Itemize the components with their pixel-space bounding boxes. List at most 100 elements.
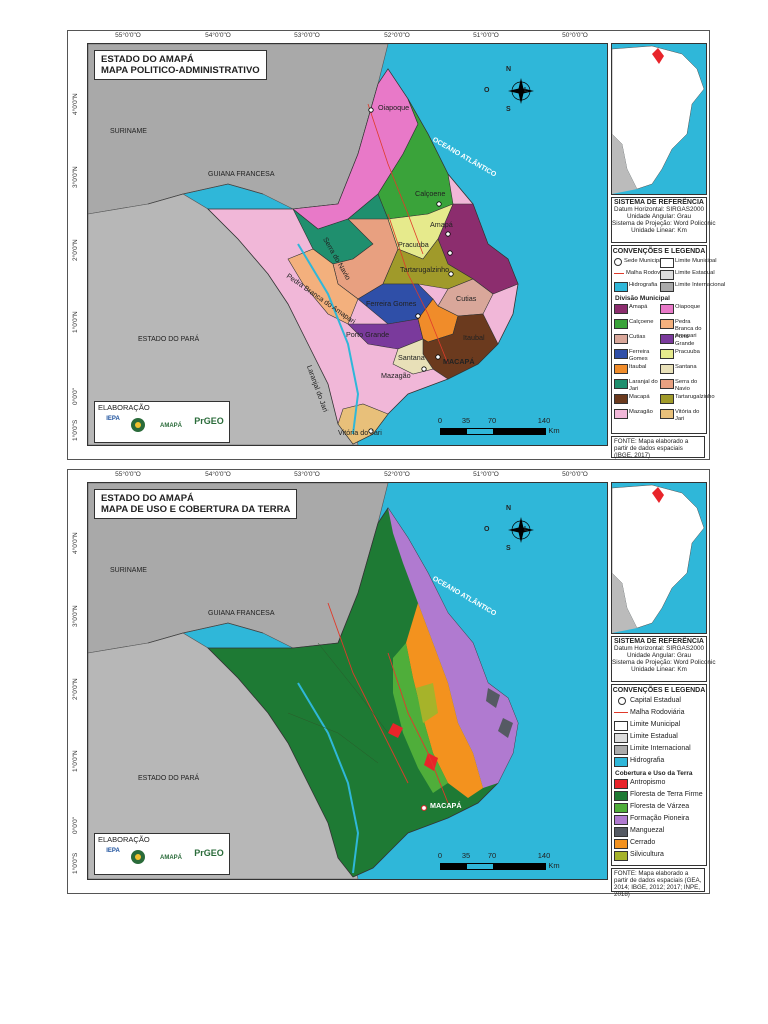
legend-swatch	[660, 364, 674, 374]
scale-graphic	[440, 863, 546, 870]
legend-item: Laranjal do Jari	[614, 378, 660, 392]
amapa-gov-logo: AMAPÁ	[160, 423, 182, 429]
legend-label: Malha Rodoviária	[630, 709, 685, 716]
legend-label: Malha Rodoviária	[626, 270, 672, 276]
legend-item: Tartarugalzinho	[660, 393, 715, 405]
compass-o: O	[484, 526, 490, 533]
label-city: Itaubal	[463, 333, 485, 342]
lat-label: 0°0'0"	[72, 817, 79, 834]
land-cover-legend: Antropismo Floresta de Terra Firme Florest…	[612, 778, 706, 862]
compass-n: N	[506, 66, 512, 73]
legend-label: Ferreira Gomes	[629, 349, 650, 362]
legend-label: Manguezal	[630, 827, 665, 834]
label-capital: MACAPÁ	[430, 801, 462, 810]
legend-title: CONVENÇÕES E LEGENDA	[612, 687, 706, 694]
label-city: Mazagão	[381, 371, 411, 380]
land-cover-map-sheet: 55°0'0"O 54°0'0"O 53°0'0"O 52°0'0"O 51°0…	[67, 469, 716, 898]
scale-label: 35	[461, 416, 471, 425]
legend-item: Floresta de Várzea	[612, 802, 706, 814]
legend-item: Malha Rodoviária	[612, 708, 706, 720]
lon-label: 50°0'0"O	[562, 32, 588, 39]
label-city: Amapá	[430, 220, 453, 229]
scale-label: 0	[437, 851, 443, 860]
elaboracao-box: ELABORAÇÃO IEPA AMAPÁ PrGEO	[94, 833, 230, 875]
scale-bar: 0 35 70 140 Km	[428, 851, 568, 873]
legend-swatch	[614, 409, 628, 419]
legend-label: Pedra Branca do Amapari	[675, 319, 702, 339]
legend-item: Ferreira Gomes	[614, 348, 660, 362]
label-city: Porto Grande	[346, 330, 390, 339]
label-suriname: SURINAME	[110, 567, 147, 574]
political-map-graphic	[88, 44, 534, 445]
legend-item: Santana	[660, 363, 706, 375]
legend-label: Limite Municipal	[630, 721, 681, 728]
locator-map[interactable]	[611, 43, 707, 195]
legend-label: Macapá	[629, 394, 650, 400]
locator-map[interactable]	[611, 482, 707, 634]
legend-label: Itaubal	[629, 364, 647, 370]
legend-label: Limite Estadual	[630, 733, 678, 740]
legend-item: Limite Internacional	[660, 281, 725, 293]
legend-title: CONVENÇÕES E LEGENDA	[612, 248, 706, 255]
longitude-labels: 55°0'0"O 54°0'0"O 53°0'0"O 52°0'0"O 51°0…	[87, 31, 606, 43]
label-city: Pracuuba	[398, 240, 429, 249]
ref-line: Sistema de Projeção: Word Policonic	[612, 659, 716, 666]
lon-label: 54°0'0"O	[205, 471, 231, 478]
legend-label: Limite Estadual	[675, 270, 715, 276]
iepa-logo: IEPA	[106, 416, 120, 422]
legend-label: Oiapoque	[675, 304, 701, 310]
legend-item: Limite Estadual	[660, 269, 715, 281]
lat-label: 2°0'0"N	[72, 678, 79, 700]
legend-label: Formação Pioneira	[630, 815, 690, 822]
political-map[interactable]: ESTADO DO AMAPÁ MAPA POLITICO-ADMINISTRA…	[87, 43, 608, 446]
legend-item: Pedra Branca do Amapari	[660, 318, 706, 339]
ref-line: Unidade Linear: Km	[631, 666, 687, 673]
label-city: Calçoene	[415, 189, 446, 198]
legend-swatch	[614, 839, 628, 849]
cover-title: Cobertura e Uso da Terra	[615, 770, 693, 777]
progeo-logo: PrGEO	[194, 848, 224, 858]
lon-label: 54°0'0"O	[205, 32, 231, 39]
legend-label: Mazagão	[629, 409, 653, 415]
ref-line: Datum Horizontal: SIRGAS2000	[614, 645, 704, 652]
legend-item: Formação Pioneira	[612, 814, 706, 826]
legend-swatch	[614, 791, 628, 801]
scale-bar: 0 35 70 140 Km	[428, 416, 568, 438]
legend-swatch	[660, 304, 674, 314]
scale-label: 35	[461, 851, 471, 860]
label-city: Santana	[398, 353, 425, 362]
ref-title: SISTEMA DE REFERÊNCIA	[614, 199, 704, 206]
lat-label: 3°0'0"N	[72, 605, 79, 627]
lon-label: 50°0'0"O	[562, 471, 588, 478]
legend-label: Laranjal do Jari	[629, 379, 658, 392]
label-city: Oiapoque	[378, 103, 410, 112]
elaboracao-title: ELABORAÇÃO	[98, 403, 150, 412]
legend-label: Sede Municipal	[624, 258, 664, 264]
legend-label: Floresta de Várzea	[630, 803, 690, 810]
legend-swatch	[660, 379, 674, 389]
scale-label: 140	[537, 851, 551, 860]
land-cover-map[interactable]: ESTADO DO AMAPÁ MAPA DE USO E COBERTURA …	[87, 482, 608, 880]
legend-swatch	[614, 803, 628, 813]
compass-s: S	[506, 106, 511, 113]
lat-label: 3°0'0"N	[72, 166, 79, 188]
legend-swatch	[614, 319, 628, 329]
ref-line: Unidade Angular: Grau	[626, 213, 692, 220]
legend-item: Hidrografia	[614, 281, 660, 293]
lat-label: 1°0'0"S	[72, 852, 79, 874]
legend-swatch	[614, 304, 628, 314]
legend-item: Serra do Navio	[660, 378, 706, 392]
legend-swatch	[614, 779, 628, 789]
municipality-legend: Amapá Oiapoque Calçoene Pedra Branca do Ama…	[612, 303, 715, 423]
legend-label: Vitória do Jari	[675, 409, 700, 422]
scale-unit: Km	[548, 861, 560, 870]
legend-item: Porto Grande	[660, 333, 706, 347]
locator-graphic	[612, 484, 705, 633]
scale-label: 70	[487, 416, 497, 425]
lon-label: 55°0'0"O	[115, 471, 141, 478]
legend-swatch	[660, 409, 674, 419]
legend-item: Macapá	[614, 393, 660, 405]
legend-item: Pracuuba	[660, 348, 706, 360]
scale-unit: Km	[548, 426, 560, 435]
legend-item: Limite Municipal	[612, 720, 706, 732]
